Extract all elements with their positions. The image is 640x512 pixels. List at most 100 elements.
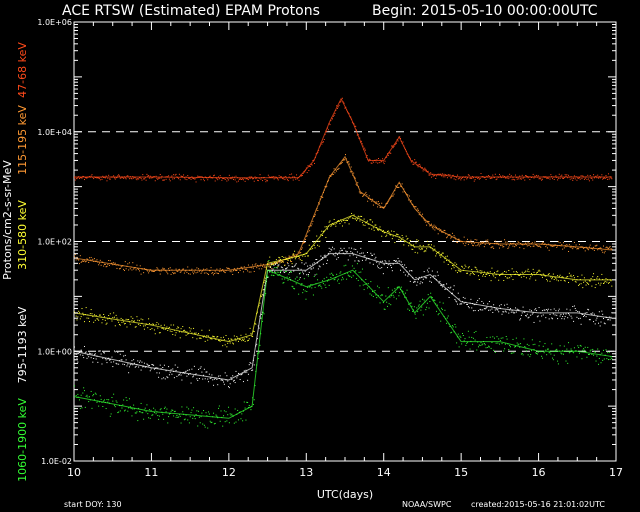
data-point	[355, 270, 357, 272]
data-point	[349, 163, 351, 165]
data-point	[421, 306, 423, 308]
data-point	[462, 243, 464, 245]
data-point	[242, 381, 244, 383]
data-point	[546, 247, 548, 249]
data-point	[237, 180, 239, 182]
data-point	[500, 177, 502, 179]
data-point	[303, 289, 305, 291]
data-point	[484, 276, 486, 278]
data-point	[600, 247, 602, 249]
data-point	[218, 270, 220, 272]
data-point	[525, 350, 527, 352]
data-point	[425, 309, 427, 311]
data-point	[494, 309, 496, 311]
data-point	[298, 293, 300, 295]
data-point	[395, 142, 397, 144]
data-point	[219, 340, 221, 342]
data-point	[592, 312, 594, 314]
data-point	[358, 260, 360, 262]
data-point	[536, 352, 538, 354]
data-point	[210, 422, 212, 424]
data-point	[209, 338, 211, 340]
footer-start-doy: start DOY: 130	[64, 500, 122, 509]
data-point	[175, 416, 177, 418]
data-point	[341, 249, 343, 251]
data-point	[313, 275, 315, 277]
data-point	[596, 317, 598, 319]
data-point	[371, 228, 373, 230]
data-point	[168, 326, 170, 328]
data-point	[472, 343, 474, 345]
data-point	[558, 308, 560, 310]
data-point	[440, 256, 442, 258]
data-point	[322, 141, 324, 143]
data-point	[492, 336, 494, 338]
data-point	[435, 255, 437, 257]
data-point	[370, 219, 372, 221]
data-point	[132, 317, 134, 319]
data-point	[167, 422, 169, 424]
data-point	[97, 177, 99, 179]
data-point	[378, 162, 380, 164]
data-point	[223, 383, 225, 385]
data-point	[114, 351, 116, 353]
data-point	[271, 268, 273, 270]
data-point	[183, 272, 185, 274]
data-point	[599, 247, 601, 249]
data-point	[424, 276, 426, 278]
data-point	[433, 224, 435, 226]
data-point	[234, 269, 236, 271]
data-point	[88, 356, 90, 358]
data-point	[355, 248, 357, 250]
data-point	[538, 178, 540, 180]
data-point	[193, 332, 195, 334]
data-point	[166, 271, 168, 273]
data-point	[193, 375, 195, 377]
data-point	[577, 247, 579, 249]
data-point	[497, 242, 499, 244]
data-point	[102, 175, 104, 177]
data-point	[470, 177, 472, 179]
data-point	[428, 221, 430, 223]
data-point	[541, 178, 543, 180]
data-point	[572, 279, 574, 281]
data-point	[552, 245, 554, 247]
data-point	[594, 351, 596, 353]
data-point	[545, 275, 547, 277]
data-point	[265, 267, 267, 269]
data-point	[300, 248, 302, 250]
data-point	[417, 279, 419, 281]
data-point	[223, 270, 225, 272]
data-point	[562, 177, 564, 179]
data-point	[209, 175, 211, 177]
data-point	[388, 303, 390, 305]
data-point	[553, 308, 555, 310]
data-point	[548, 352, 550, 354]
data-point	[109, 415, 111, 417]
data-point	[585, 284, 587, 286]
data-point	[93, 354, 95, 356]
data-point	[477, 177, 479, 179]
data-point	[149, 370, 151, 372]
data-point	[529, 356, 531, 358]
data-point	[366, 252, 368, 254]
data-point	[113, 175, 115, 177]
data-point	[424, 250, 426, 252]
data-point	[337, 220, 339, 222]
data-point	[254, 385, 256, 387]
data-point	[330, 175, 332, 177]
data-point	[530, 246, 532, 248]
data-point	[228, 174, 230, 176]
data-point	[285, 176, 287, 178]
data-point	[510, 311, 512, 313]
data-point	[583, 277, 585, 279]
data-point	[113, 262, 115, 264]
data-point	[200, 272, 202, 274]
data-point	[98, 350, 100, 352]
data-point	[279, 257, 281, 259]
data-point	[178, 374, 180, 376]
data-point	[196, 267, 198, 269]
data-point	[532, 312, 534, 314]
data-point	[108, 178, 110, 180]
data-point	[427, 271, 429, 273]
